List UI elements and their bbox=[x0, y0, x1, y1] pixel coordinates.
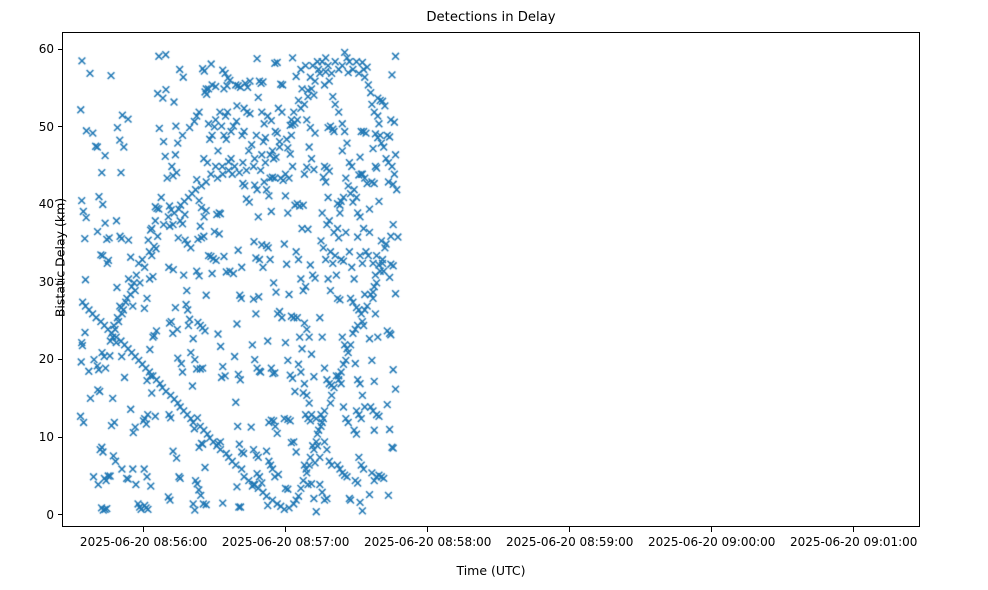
y-tick-mark bbox=[57, 281, 62, 283]
y-tick-label: 10 bbox=[38, 430, 54, 444]
y-axis-label-host: Bistatic Delay (km) bbox=[12, 32, 68, 527]
x-tick-label: 2025-06-20 09:01:00 bbox=[789, 535, 918, 549]
plot-area bbox=[62, 32, 920, 527]
x-tick-label: 2025-06-20 08:59:00 bbox=[505, 535, 634, 549]
y-tick-mark bbox=[57, 48, 62, 50]
y-tick-mark bbox=[57, 126, 62, 128]
x-tick-label: 2025-06-20 09:00:00 bbox=[647, 535, 776, 549]
x-tick-label: 2025-06-20 08:57:00 bbox=[221, 535, 350, 549]
y-tick-label: 30 bbox=[38, 274, 54, 289]
y-tick-mark bbox=[57, 358, 62, 360]
x-tick-mark bbox=[427, 527, 429, 532]
y-tick-mark bbox=[57, 203, 62, 205]
x-tick-mark bbox=[143, 527, 145, 532]
x-tick-mark bbox=[569, 527, 571, 532]
x-tick-mark bbox=[711, 527, 713, 532]
y-tick-label: 0 bbox=[46, 507, 54, 522]
x-tick-mark bbox=[285, 527, 287, 532]
chart-title: Detections in Delay bbox=[426, 10, 556, 25]
y-tick-label: 20 bbox=[38, 352, 54, 367]
y-tick-mark bbox=[57, 514, 62, 516]
x-tick-label: 2025-06-20 08:58:00 bbox=[363, 535, 492, 549]
y-axis-label: Bistatic Delay (km) bbox=[52, 197, 68, 318]
x-axis-label: Time (UTC) bbox=[456, 563, 526, 578]
y-axis-ticks: 0 10 20 30 40 50 60 bbox=[0, 32, 62, 527]
y-tick-label: 60 bbox=[38, 42, 54, 57]
scatter-points-layer bbox=[63, 33, 919, 526]
x-tick-mark bbox=[853, 527, 855, 532]
x-axis-ticks: 2025-06-20 08:56:00 2025-06-20 08:57:00 20… bbox=[62, 527, 920, 561]
y-tick-label: 50 bbox=[38, 119, 54, 134]
y-tick-mark bbox=[57, 436, 62, 438]
y-tick-label: 40 bbox=[38, 197, 54, 212]
x-tick-label: 2025-06-20 08:56:00 bbox=[79, 535, 208, 549]
